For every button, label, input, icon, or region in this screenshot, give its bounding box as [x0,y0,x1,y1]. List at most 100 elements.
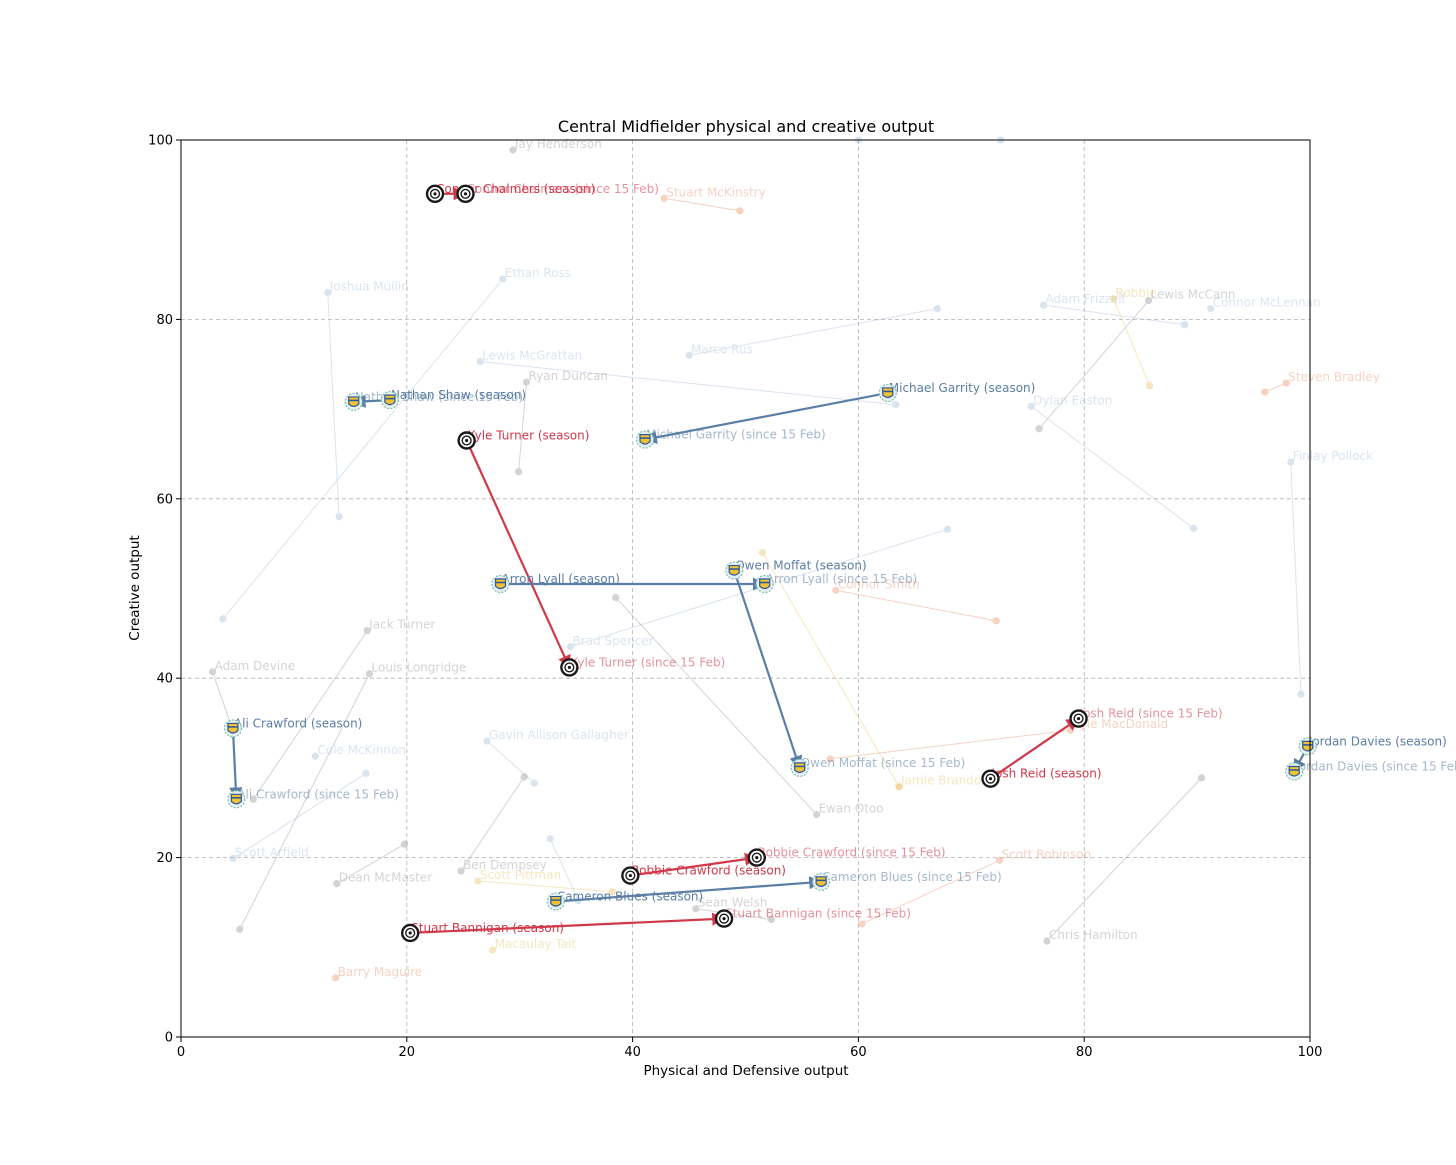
movement-arrow [486,740,534,783]
player-jack-turner: Jack Turner [249,618,435,803]
point-label: Cameron Blues (since 15 Feb) [822,870,1002,884]
blue-crest-icon [344,392,363,412]
player-stuart-bannigan: Stuart Bannigan (since 15 Feb)Stuart Ban… [400,907,911,943]
point-label: Connor Smith [838,577,920,591]
point-marker [943,525,952,533]
point-marker [685,351,693,359]
movement-arrow [223,278,504,619]
point-label: Michael Garrity (season) [889,381,1036,395]
point-marker [826,755,834,763]
point-label: Connor Chalmers (since 15 Feb) [467,182,659,196]
point-marker [1146,382,1154,390]
point-marker [476,357,484,366]
movement-arrow [1030,406,1194,528]
x-axis-label: Physical and Defensive output [643,1063,848,1079]
point-marker [489,946,497,954]
point-marker [895,783,903,791]
point-marker [736,207,744,215]
x-tick-label: 20 [399,1045,416,1060]
player-adam-frizzell: Adam Frizzell [1039,292,1189,329]
movement-arrow [327,292,339,516]
x-tick-label: 80 [1076,1045,1093,1060]
player-jordan-davies: Jordan Davies (since 15 Feb) Jordan Davie… [1285,734,1456,781]
movement-arrow [480,361,895,405]
point-label: Josh Reid (since 15 Feb) [1079,707,1223,721]
point-label: Ali Crawford (season) [234,716,362,730]
point-label: Connor Chalmers (season) [436,182,595,196]
movement-arrow [410,912,726,935]
point-label: Finlay Pollock [1293,449,1373,463]
movement-arrow [336,844,405,885]
point-marker [813,810,821,819]
point-marker [363,627,371,635]
player-ben-dempsey: Ben Dempsey [457,773,547,875]
player-scott-robinson: Scott Robinson [858,847,1091,928]
point-marker [333,880,341,888]
player-lewis-mcgrattan: Lewis McGrattan [476,349,900,409]
point-marker [332,974,340,982]
player-ali-crawford: Ali Crawford (since 15 Feb) Ali Crawford … [223,716,399,809]
point-label: Scott Pittman [480,868,561,882]
player-robbie: Robbie [1109,286,1157,390]
player-cole-mckinnon: Cole McKinnon [311,743,406,760]
x-tick-label: 40 [624,1045,641,1060]
point-label: Brad Spencer [573,634,654,648]
player-kyle-turner: Kyle Turner (since 15 Feb) Kyle Turner (s… [457,428,725,677]
player-connor-smith: Connor Smith [832,577,1000,625]
player-unlabelled [758,549,903,791]
point-marker [767,915,776,924]
point-marker [249,795,257,803]
movement-arrow [1046,778,1202,942]
point-label: Connor McLennan [1213,296,1321,310]
plot-frame [180,139,1311,1038]
player-ewan-otoo: Ewan Otoo [612,593,884,819]
point-marker [608,888,616,896]
player-dylan-easton: Dylan Easton [1027,393,1198,533]
chart-title: Central Midfielder physical and creative… [558,117,934,136]
point-label: Nathan Shaw (season) [391,388,526,402]
red-crest-icon [457,431,476,450]
y-tick-label: 40 [156,672,173,687]
point-label: Ethan Ross [505,266,571,280]
point-label: Marco Rus [691,342,753,356]
point-label: Jordan Davies (since 15 Feb) [1294,759,1456,773]
point-label: Ben Dempsey [463,858,547,872]
player-lewis-mccann: Lewis McCann [1035,288,1236,433]
point-marker [1039,301,1048,309]
player-scott-pittman: Scott Pittman [474,868,616,896]
point-label: Chris Hamilton [1049,928,1138,942]
point-marker [933,305,942,313]
movement-arrow [1290,462,1301,694]
movement-arrow [616,597,817,815]
point-label: Joshua Mullin [329,279,409,293]
movement-arrow [232,773,366,859]
player-gavin-allison-gallagher: Gavin Allison Gallagher [483,728,629,787]
point-marker [236,925,244,933]
movement-arrow [212,671,232,728]
player-michael-garrity: Michael Garrity (since 15 Feb)Michael Ga… [635,381,1036,449]
blue-crest-icon [491,574,510,594]
point-label: Steven Bradley [1288,370,1380,384]
point-marker [1261,388,1269,396]
player-scott-arfield: Scott Arfield [229,769,370,863]
point-label: Stuart McKinstry [666,185,766,199]
movement-arrow [830,729,1071,759]
blue-crest-icon [1298,737,1317,756]
player-josh-reid: Josh Reid (since 15 Feb) Josh Reid (seaso… [981,707,1223,788]
blue-crest-icon [635,430,655,449]
player-sean-welsh: Sean Welsh [692,896,776,924]
point-marker [1198,774,1206,782]
player-joshua-mullin: Joshua Mullin [324,279,409,521]
blue-crest-icon [725,561,744,580]
point-marker [546,835,554,843]
point-label: Scott Arfield [235,845,309,859]
point-marker [1207,305,1215,313]
movement-arrow [664,197,740,211]
point-marker [514,468,523,476]
player-arron-lyall: Arron Lyall (since 15 Feb) Arron Lyall (s… [491,572,917,594]
point-label: Arron Lyall (season) [502,572,620,586]
point-marker [995,856,1004,864]
player-cameron-blues: Cameron Blues (since 15 Feb)Cameron Blue… [546,870,1002,911]
point-label: Robbie [1116,286,1157,300]
point-marker [660,194,668,202]
